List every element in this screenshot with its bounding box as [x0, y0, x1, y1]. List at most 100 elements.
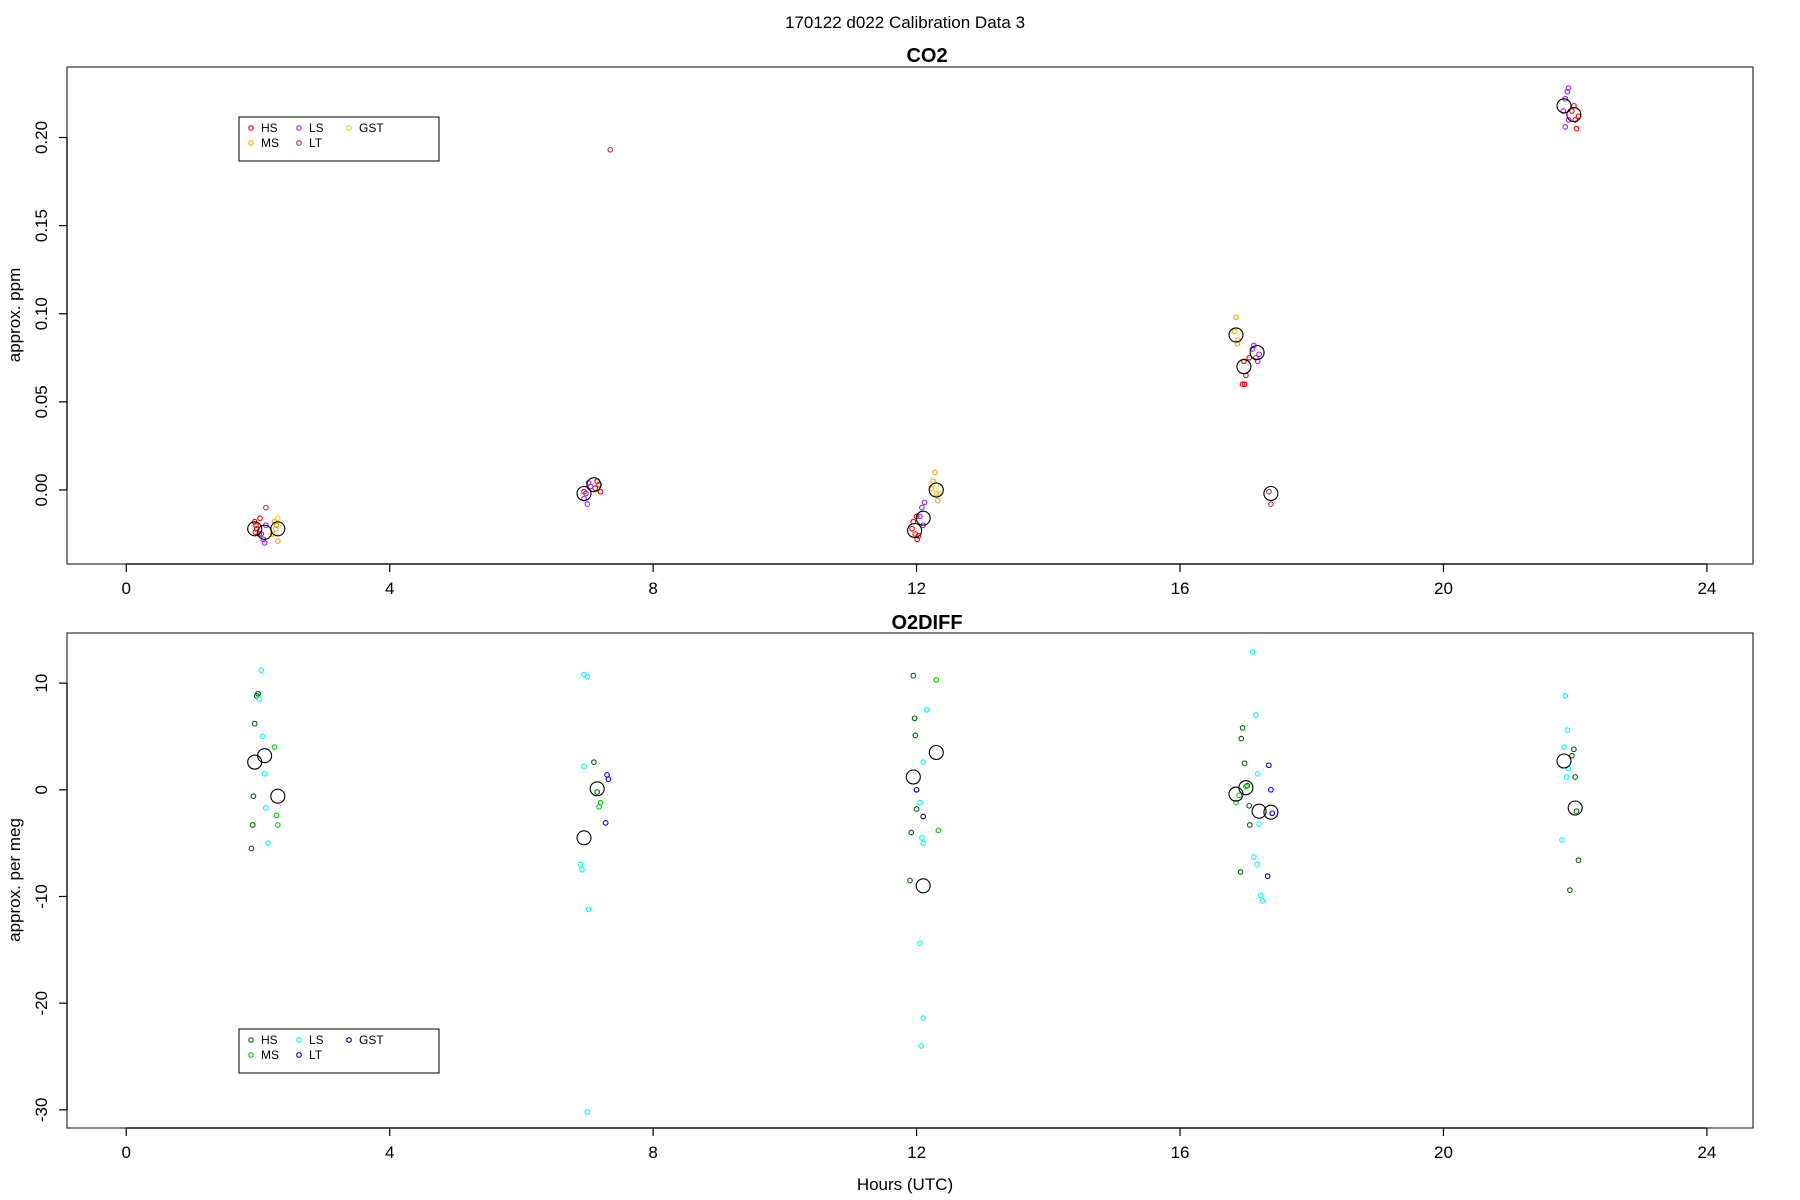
point-lt — [1268, 786, 1274, 793]
point-hs — [1237, 869, 1244, 875]
point-ls — [263, 805, 269, 811]
point-ls — [917, 799, 923, 806]
point-hs — [1241, 358, 1247, 365]
mean-point — [1263, 485, 1279, 502]
point-ls — [1249, 649, 1256, 656]
point-hs — [911, 715, 918, 722]
point-ms — [1236, 792, 1243, 799]
point-ls — [1560, 108, 1567, 114]
legend-box — [238, 116, 440, 162]
co2-panel: CO2 0 4 8 12 16 20 24 0.00 0.05 0.10 0.15 0.20 app… — [5, 45, 1754, 598]
point-hs — [251, 720, 258, 727]
x-tick-label: 12 — [907, 579, 926, 598]
point-hs — [1238, 735, 1245, 742]
legend-marker — [248, 140, 254, 146]
point-hs — [907, 877, 913, 884]
point-hs — [915, 532, 922, 539]
y-tick-label: 0.00 — [32, 473, 51, 506]
point-ls — [918, 1043, 925, 1049]
y-tick-label: -30 — [32, 1098, 51, 1123]
point-ms — [273, 812, 280, 819]
y-tick-label: -20 — [32, 991, 51, 1016]
point-hs — [1573, 808, 1580, 815]
point-ls — [917, 513, 923, 520]
point-ms — [934, 497, 941, 504]
point-ls — [1254, 861, 1260, 868]
point-ms — [596, 804, 602, 810]
point-ls — [265, 840, 271, 847]
point-ls — [920, 1015, 927, 1021]
point-hs — [255, 690, 261, 697]
x-tick-label: 8 — [648, 579, 657, 598]
y-tick-label: 0.05 — [32, 385, 51, 418]
point-ls — [258, 667, 265, 674]
point-ls — [1256, 821, 1262, 827]
mean-point — [1249, 344, 1265, 361]
y-tick-label: 10 — [32, 674, 51, 693]
o2diff-y-axis-label: approx. per meg — [5, 818, 24, 942]
point-ms — [1231, 328, 1238, 335]
x-tick-label: 0 — [122, 579, 131, 598]
mean-point — [589, 781, 605, 797]
co2-points — [247, 85, 1582, 546]
x-tick-label: 20 — [1434, 579, 1453, 598]
point-lt — [607, 146, 614, 153]
point-hs — [908, 829, 915, 836]
point-ls — [923, 706, 930, 713]
point-ms — [1243, 783, 1249, 790]
o2diff-panel: O2DIFF 0 4 8 12 16 20 24 -30 -20 -10 0 10 approx. … — [5, 612, 1754, 1162]
point-hs — [257, 515, 263, 522]
point-hs — [1567, 887, 1573, 893]
legend-label: MS — [261, 1048, 279, 1062]
legend-marker — [346, 125, 352, 131]
point-hs — [1246, 802, 1253, 809]
point-hs — [1241, 760, 1248, 767]
point-ls — [919, 504, 925, 511]
x-tick-label: 12 — [907, 1143, 926, 1162]
y-tick-label: 0 — [32, 785, 51, 794]
point-lt — [1266, 488, 1272, 495]
point-ls — [921, 499, 928, 506]
point-ls — [1250, 854, 1257, 860]
x-tick-label: 0 — [122, 1143, 131, 1162]
legend-label: HS — [261, 1033, 278, 1047]
x-tick-label: 24 — [1697, 579, 1716, 598]
legend-marker — [296, 1052, 302, 1058]
point-hs — [1569, 108, 1575, 114]
point-hs — [591, 759, 597, 765]
mean-point — [1556, 753, 1572, 769]
point-ls — [1252, 712, 1259, 718]
mean-point — [1263, 804, 1279, 820]
point-hs — [912, 732, 919, 739]
mean-point — [270, 788, 286, 804]
mean-point — [1556, 98, 1572, 114]
x-tick-label: 20 — [1434, 1143, 1453, 1162]
point-hs — [1239, 725, 1246, 731]
point-lt — [1264, 873, 1271, 880]
mean-point — [1228, 327, 1244, 343]
y-tick-label: 0.20 — [32, 121, 51, 154]
mean-point — [928, 744, 944, 761]
point-ls — [1563, 774, 1570, 780]
point-hs — [592, 485, 599, 492]
point-ls — [1561, 744, 1567, 750]
mean-point — [905, 769, 921, 785]
x-tick-label: 4 — [385, 579, 394, 598]
o2diff-y-axis: -30 -20 -10 0 10 — [32, 674, 68, 1123]
point-hs — [1246, 822, 1253, 828]
co2-y-axis-label: approx. ppm — [5, 268, 24, 363]
point-ms — [272, 525, 279, 532]
mean-point — [1566, 107, 1582, 123]
point-ls — [581, 495, 587, 502]
point-hs — [1575, 857, 1582, 864]
legend-marker — [346, 1037, 352, 1043]
point-hs — [248, 845, 255, 852]
point-ls — [1565, 85, 1572, 91]
point-ls — [1259, 897, 1266, 904]
legend-marker — [296, 140, 302, 146]
point-ms — [273, 522, 280, 529]
point-hs — [1246, 354, 1253, 361]
legend-marker — [296, 1037, 302, 1043]
point-hs — [250, 793, 257, 800]
